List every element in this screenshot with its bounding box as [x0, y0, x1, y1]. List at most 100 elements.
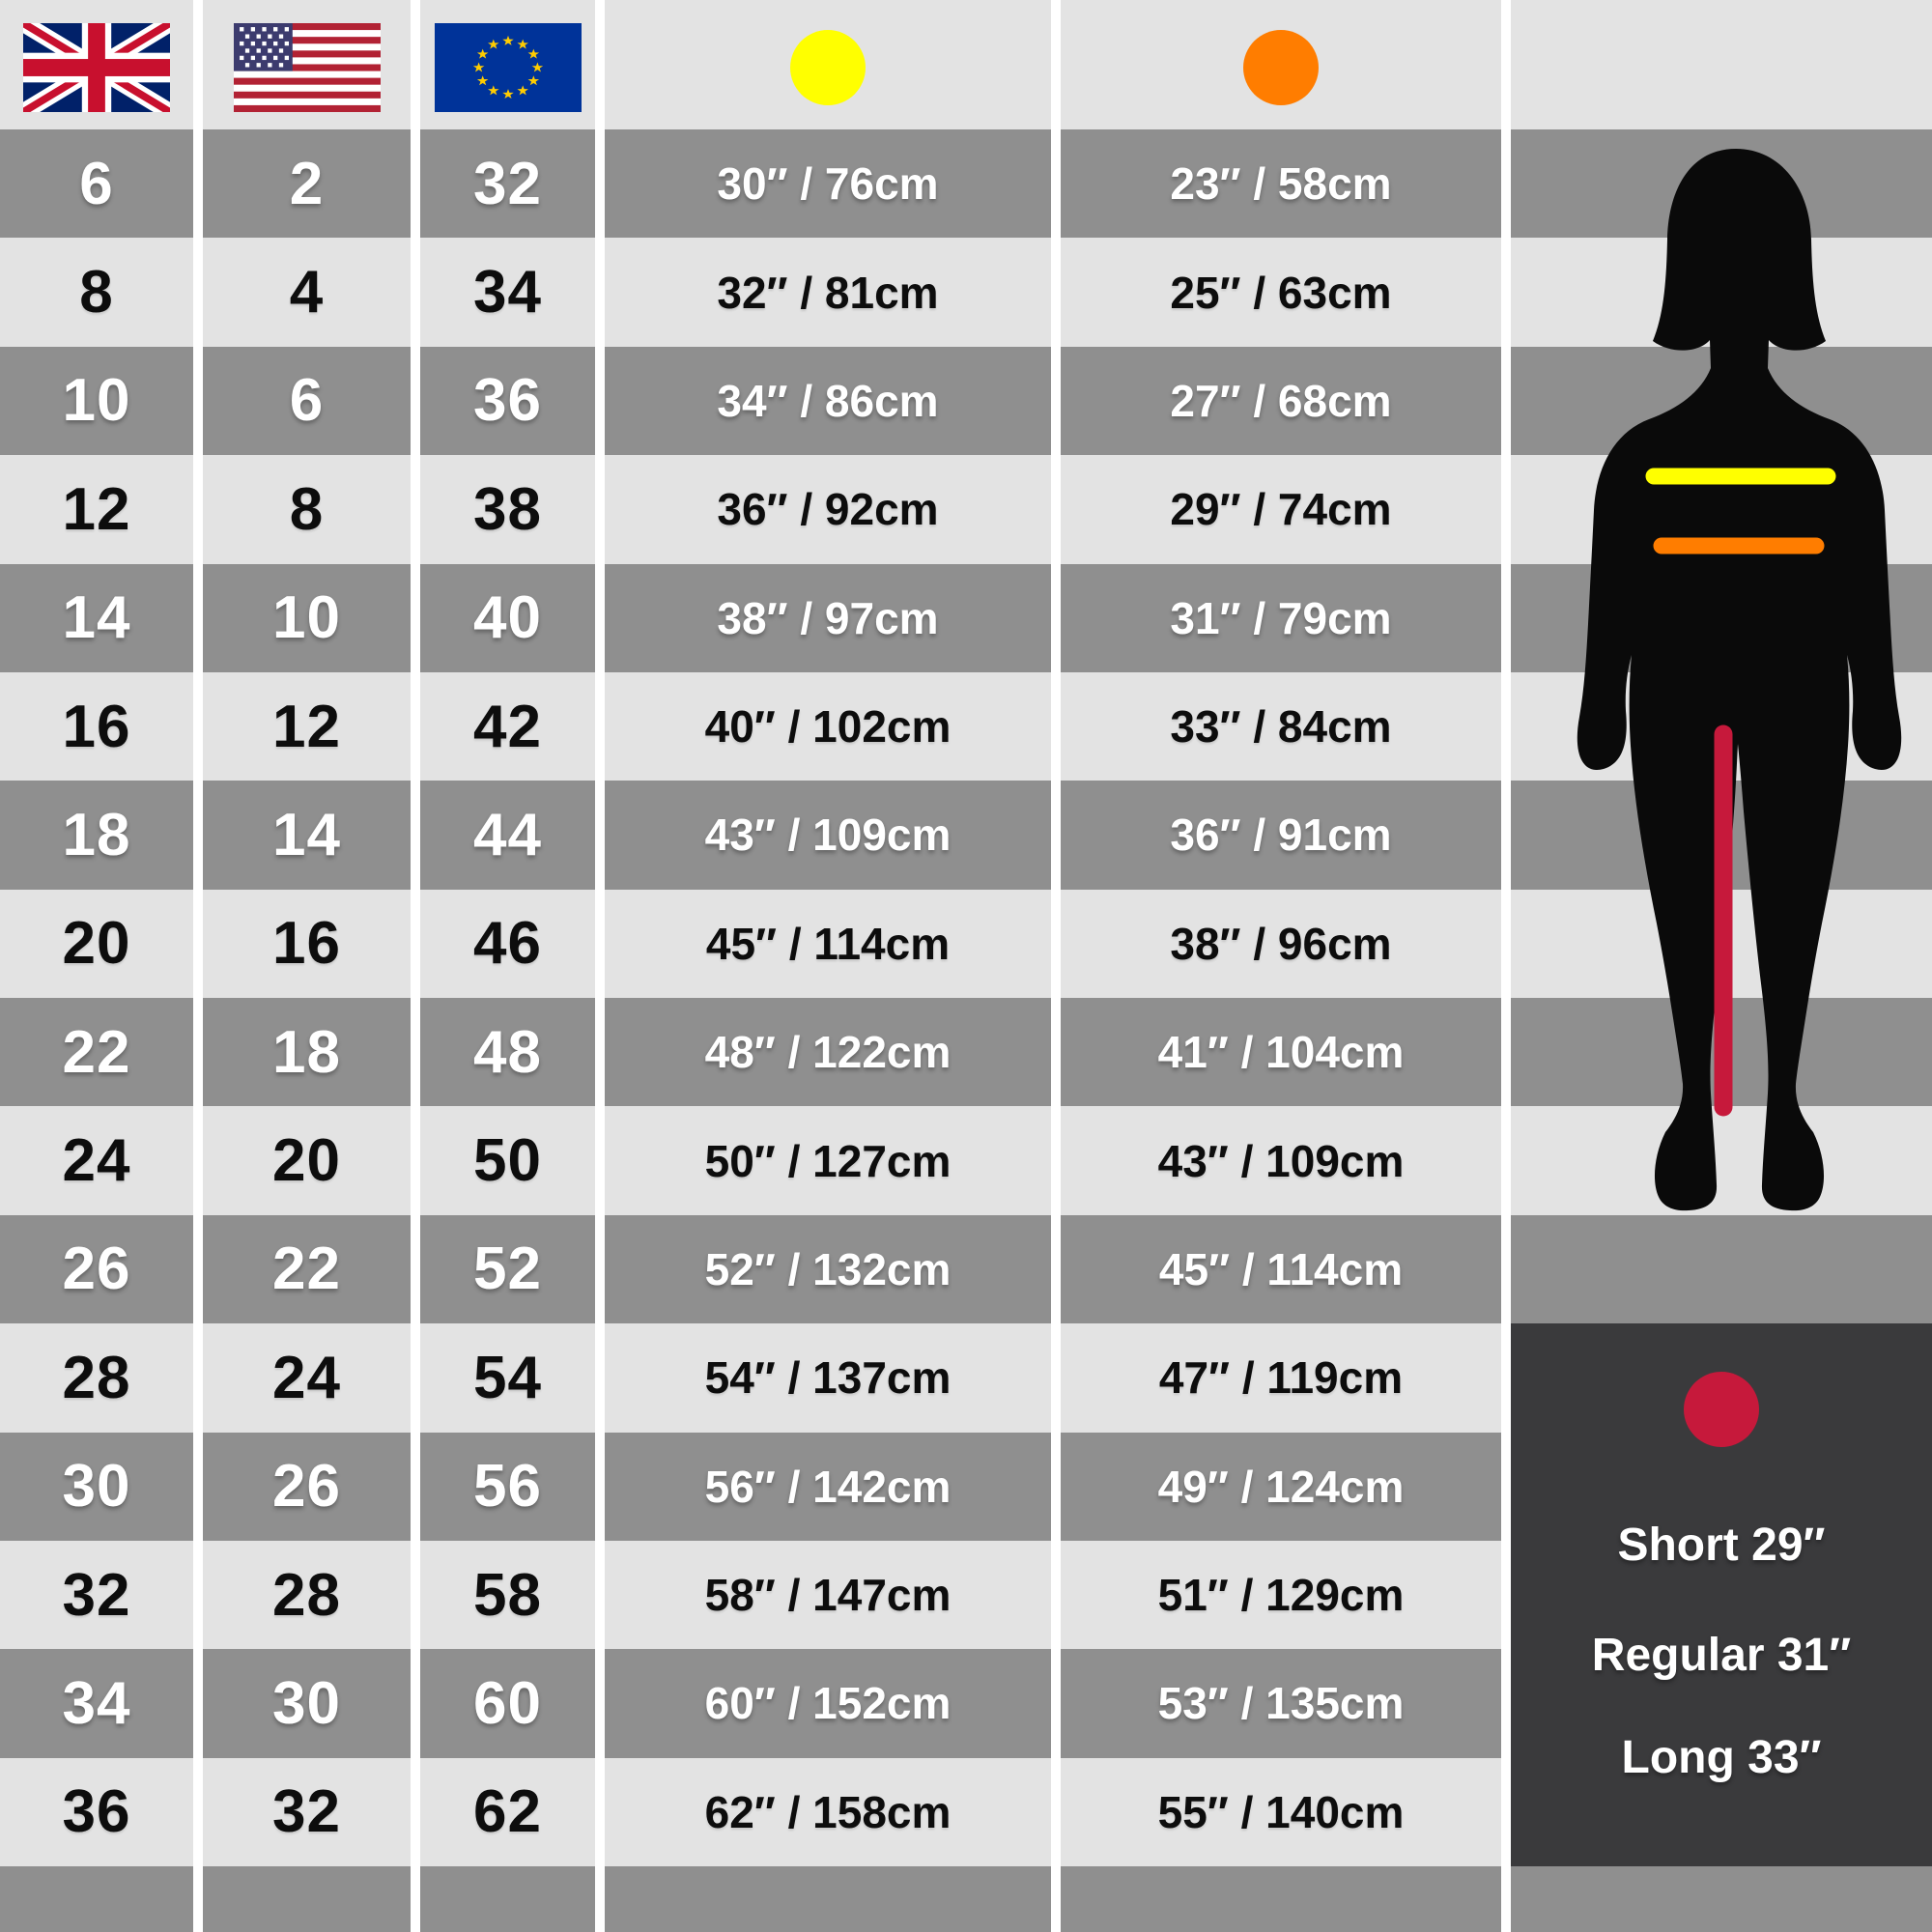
eu-cell: 54 — [420, 1323, 595, 1433]
uk-cell: 18 — [0, 781, 193, 890]
bust-cell: 45″ / 114cm — [605, 889, 1051, 998]
us-cell: 8 — [203, 455, 411, 564]
us-cell: 24 — [203, 1323, 411, 1433]
column-bust: 30″ / 76cm 32″ / 81cm 34″ / 86cm 36″ / 92cm… — [605, 0, 1051, 1932]
us-cell: 6 — [203, 346, 411, 456]
figure-header — [1511, 0, 1932, 129]
figure-stripe — [1511, 1214, 1932, 1324]
figure-stripe — [1511, 1106, 1932, 1215]
uk-cell: 20 — [0, 889, 193, 998]
eu-cell: 46 — [420, 889, 595, 998]
uk-cell: 16 — [0, 671, 193, 781]
bust-cell: 30″ / 76cm — [605, 129, 1051, 239]
bust-rows: 30″ / 76cm 32″ / 81cm 34″ / 86cm 36″ / 92cm… — [605, 129, 1051, 1866]
bust-dot-icon — [790, 30, 866, 105]
us-cell: 2 — [203, 129, 411, 239]
bust-cell: 43″ / 109cm — [605, 781, 1051, 890]
bust-cell: 60″ / 152cm — [605, 1649, 1051, 1758]
us-cell: 10 — [203, 563, 411, 672]
us-size-rows: 2 4 6 8 10 12 14 16 18 20 22 24 26 28 30 32 — [203, 129, 411, 1866]
uk-cell: 34 — [0, 1649, 193, 1758]
eu-flag-icon — [434, 23, 582, 112]
inside-leg-dot-icon — [1684, 1372, 1759, 1448]
uk-cell: 10 — [0, 346, 193, 456]
uk-cell: 24 — [0, 1106, 193, 1215]
eu-cell: 62 — [420, 1757, 595, 1866]
uk-cell: 28 — [0, 1323, 193, 1433]
figure-stripes — [1511, 129, 1932, 1324]
waist-cell: 36″ / 91cm — [1061, 781, 1501, 890]
waist-cell: 41″ / 104cm — [1061, 998, 1501, 1107]
bust-cell: 32″ / 81cm — [605, 238, 1051, 347]
column-waist: 23″ / 58cm 25″ / 63cm 27″ / 68cm 29″ / 74cm… — [1061, 0, 1501, 1932]
eu-cell: 42 — [420, 671, 595, 781]
us-cell: 28 — [203, 1540, 411, 1650]
us-cell: 18 — [203, 998, 411, 1107]
figure-stripe — [1511, 671, 1932, 781]
us-flag-icon — [233, 23, 381, 112]
uk-cell: 36 — [0, 1757, 193, 1866]
uk-cell: 32 — [0, 1540, 193, 1650]
uk-header — [0, 0, 193, 129]
eu-cell: 32 — [420, 129, 595, 239]
us-cell: 32 — [203, 1757, 411, 1866]
bust-cell: 56″ / 142cm — [605, 1432, 1051, 1541]
us-cell: 4 — [203, 238, 411, 347]
bottom-strip — [1061, 1866, 1501, 1932]
bust-cell: 48″ / 122cm — [605, 998, 1051, 1107]
bottom-strip — [203, 1866, 411, 1932]
figure-stripe — [1511, 563, 1932, 672]
column-uk-sizes: 6 8 10 12 14 16 18 20 22 24 26 28 30 32 34 36 — [0, 0, 193, 1932]
waist-cell: 25″ / 63cm — [1061, 238, 1501, 347]
uk-cell: 26 — [0, 1214, 193, 1324]
eu-cell: 50 — [420, 1106, 595, 1215]
uk-cell: 14 — [0, 563, 193, 672]
us-cell: 30 — [203, 1649, 411, 1758]
waist-cell: 49″ / 124cm — [1061, 1432, 1501, 1541]
eu-cell: 34 — [420, 238, 595, 347]
eu-size-rows: 32 34 36 38 40 42 44 46 48 50 52 54 56 58 60 62 — [420, 129, 595, 1866]
uk-cell: 12 — [0, 455, 193, 564]
eu-cell: 36 — [420, 346, 595, 456]
waist-cell: 55″ / 140cm — [1061, 1757, 1501, 1866]
waist-dot-icon — [1243, 30, 1319, 105]
bust-cell: 52″ / 132cm — [605, 1214, 1051, 1324]
bust-header — [605, 0, 1051, 129]
us-cell: 26 — [203, 1432, 411, 1541]
waist-cell: 31″ / 79cm — [1061, 563, 1501, 672]
waist-cell: 43″ / 109cm — [1061, 1106, 1501, 1215]
uk-cell: 22 — [0, 998, 193, 1107]
bust-cell: 40″ / 102cm — [605, 671, 1051, 781]
eu-cell: 40 — [420, 563, 595, 672]
waist-cell: 27″ / 68cm — [1061, 346, 1501, 456]
waist-cell: 23″ / 58cm — [1061, 129, 1501, 239]
uk-flag-icon — [23, 23, 170, 112]
legend-short: Short 29″ — [1617, 1520, 1826, 1572]
figure-stripe — [1511, 238, 1932, 347]
waist-cell: 51″ / 129cm — [1061, 1540, 1501, 1650]
figure-stripe — [1511, 455, 1932, 564]
us-cell: 14 — [203, 781, 411, 890]
us-cell: 20 — [203, 1106, 411, 1215]
eu-header — [420, 0, 595, 129]
us-cell: 12 — [203, 671, 411, 781]
eu-cell: 52 — [420, 1214, 595, 1324]
bust-cell: 62″ / 158cm — [605, 1757, 1051, 1866]
waist-cell: 47″ / 119cm — [1061, 1323, 1501, 1433]
eu-cell: 38 — [420, 455, 595, 564]
bust-cell: 58″ / 147cm — [605, 1540, 1051, 1650]
bottom-strip — [1511, 1866, 1932, 1932]
column-figure: Short 29″ Regular 31″ Long 33″ — [1511, 0, 1932, 1932]
figure-stripe — [1511, 781, 1932, 890]
waist-rows: 23″ / 58cm 25″ / 63cm 27″ / 68cm 29″ / 74cm… — [1061, 129, 1501, 1866]
eu-cell: 48 — [420, 998, 595, 1107]
column-us-sizes: 2 4 6 8 10 12 14 16 18 20 22 24 26 28 30 32 — [203, 0, 411, 1932]
bust-cell: 36″ / 92cm — [605, 455, 1051, 564]
waist-cell: 53″ / 135cm — [1061, 1649, 1501, 1758]
column-eu-sizes: 32 34 36 38 40 42 44 46 48 50 52 54 56 58 60 62 — [420, 0, 595, 1932]
uk-cell: 8 — [0, 238, 193, 347]
bottom-strip — [0, 1866, 193, 1932]
eu-cell: 44 — [420, 781, 595, 890]
inside-leg-legend: Short 29″ Regular 31″ Long 33″ — [1511, 1323, 1932, 1866]
